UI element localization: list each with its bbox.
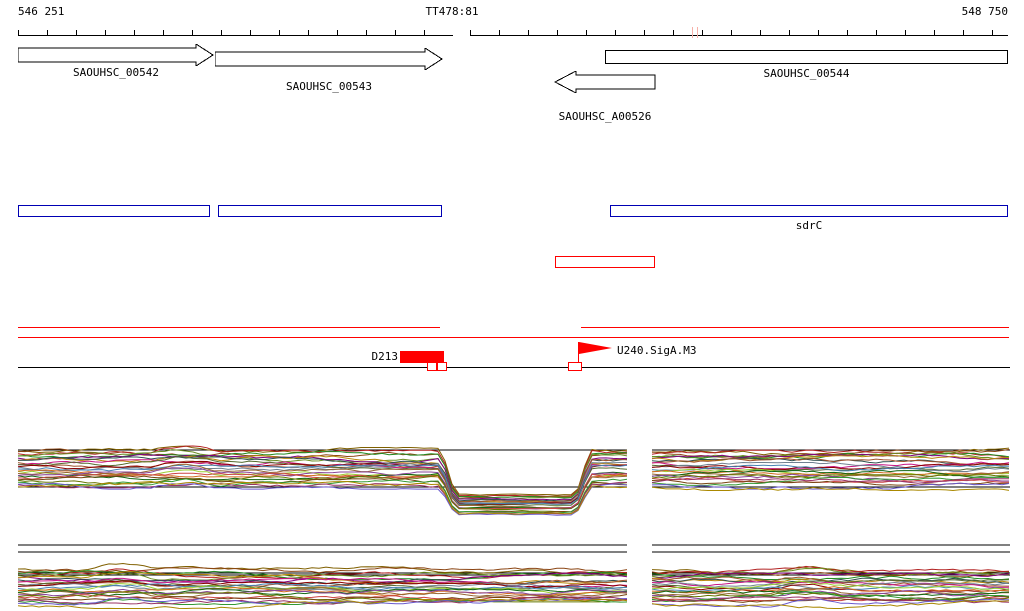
coverage-track	[17, 453, 628, 501]
coverage-track	[17, 597, 628, 606]
annotation-box-1[interactable]	[18, 205, 210, 217]
coverage-track	[651, 464, 1009, 472]
gene-box-saouhsc-00544[interactable]	[605, 50, 1008, 64]
coverage-track	[17, 474, 628, 513]
marker-sub-box-d213-1[interactable]	[427, 362, 437, 371]
coverage-track	[651, 584, 1010, 592]
coverage-track	[17, 588, 628, 597]
coverage-track	[17, 480, 628, 515]
ruler-highlight-mark	[692, 27, 698, 38]
coverage-track	[17, 596, 628, 605]
gene-arrow-saouhsc-a00526[interactable]	[554, 71, 656, 93]
coverage-track	[651, 598, 1010, 608]
coverage-track	[17, 464, 628, 505]
marker-sub-box-u240[interactable]	[568, 362, 582, 371]
view-center-label: TT478:81	[425, 5, 479, 18]
coverage-track	[17, 583, 628, 591]
view-start-coordinate: 546 251	[18, 5, 65, 18]
coverage-track	[651, 478, 1009, 484]
coverage-track	[651, 572, 1010, 579]
signal-line-upper-right	[581, 327, 1009, 328]
coverage-track	[17, 590, 628, 603]
coverage-track	[17, 570, 628, 584]
flag-triangle[interactable]	[579, 342, 612, 354]
coverage-track	[651, 580, 1010, 588]
gene-arrow-shape[interactable]	[18, 44, 214, 66]
marker-label-u240: U240.SigA.M3	[617, 344, 697, 357]
marker-block-d213[interactable]	[400, 351, 444, 363]
signal-line-upper-left	[18, 327, 440, 328]
marker-flag-pole-u240	[578, 342, 579, 367]
gene-arrow-shape[interactable]	[215, 48, 443, 70]
axis-line	[18, 367, 1010, 368]
coverage-track	[651, 580, 1010, 590]
gene-arrow-saouhsc-00542[interactable]	[18, 44, 214, 66]
marker-sub-box-d213-2[interactable]	[437, 362, 447, 371]
coverage-track	[17, 449, 628, 501]
coverage-track	[17, 587, 628, 598]
coverage-track	[651, 461, 1010, 472]
gene-arrow-shape[interactable]	[554, 71, 656, 93]
coverage-track	[651, 573, 1010, 581]
coverage-track	[17, 445, 628, 496]
coverage-track	[651, 463, 1010, 471]
annotation-box-red[interactable]	[555, 256, 655, 268]
ruler-left-segment[interactable]	[18, 30, 453, 36]
marker-label-d213: D213	[371, 350, 399, 363]
annotation-label-sdrc: sdrC	[795, 219, 823, 232]
coverage-track	[17, 456, 628, 502]
coverage-track	[651, 486, 1010, 492]
gene-arrow-saouhsc-00543[interactable]	[215, 48, 443, 70]
coverage-track	[651, 577, 1010, 584]
coverage-track	[17, 562, 628, 575]
signal-line-lower	[18, 337, 1009, 338]
gene-label-saouhsc-00544: SAOUHSC_00544	[763, 67, 850, 80]
coverage-track	[651, 482, 1010, 490]
coverage-track	[17, 598, 628, 610]
ruler-right-segment[interactable]	[470, 30, 1008, 36]
gene-label-saouhsc-00543: SAOUHSC_00543	[285, 80, 373, 93]
coverage-track	[651, 474, 1010, 479]
annotation-box-2[interactable]	[218, 205, 442, 217]
gene-label-saouhsc-00542: SAOUHSC_00542	[72, 66, 160, 79]
coverage-track	[17, 482, 628, 516]
coverage-track	[651, 587, 1010, 597]
coverage-track	[17, 455, 627, 503]
coverage-track	[651, 590, 1010, 603]
marker-flag-u240[interactable]	[579, 342, 613, 354]
gene-label-saouhsc-a00526: SAOUHSC_A00526	[558, 110, 652, 123]
coverage-track	[651, 590, 1010, 598]
coverage-track	[651, 457, 1010, 466]
view-end-coordinate: 548 750	[961, 5, 1008, 18]
coverage-track	[651, 583, 1010, 592]
coverage-track	[17, 594, 628, 602]
coverage-track	[17, 567, 628, 574]
annotation-box-sdrc[interactable]	[610, 205, 1008, 217]
coverage-track	[651, 600, 1010, 609]
coverage-track	[651, 476, 1009, 486]
